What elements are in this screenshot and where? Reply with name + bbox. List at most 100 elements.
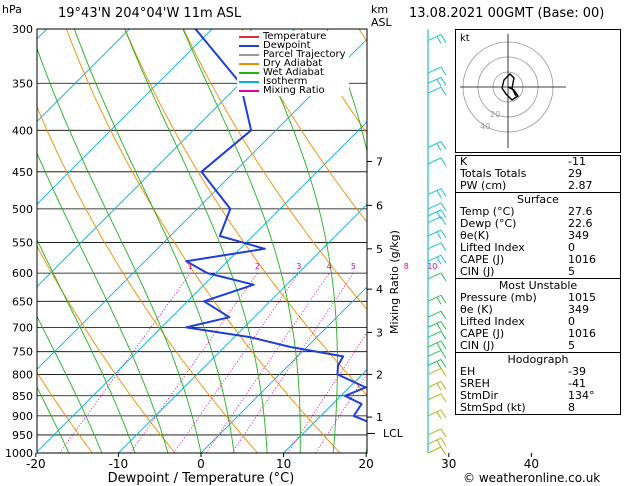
- wind-barb-flag: [440, 310, 447, 320]
- legend-entry: Dry Adiabat: [239, 59, 346, 69]
- mixing-ratio-label: 8: [404, 262, 409, 271]
- mixing-ratio-axis-label: Mixing Ratio (g/kg): [388, 230, 401, 334]
- hodograph_table-row: StmDir 134°: [456, 390, 620, 402]
- km-unit-label: km: [371, 3, 389, 16]
- wind-barb: [427, 272, 442, 280]
- hodograph_table-value: -41: [568, 377, 586, 390]
- hpa-unit-label: hPa: [2, 3, 22, 16]
- wind-barb-flag: [436, 342, 442, 351]
- pressure-tick-label: 400: [12, 124, 33, 137]
- wind-barb: [427, 359, 442, 366]
- pressure-tick-label: 800: [12, 368, 33, 381]
- isotherm: [37, 29, 130, 123]
- legend-label: Dewpoint: [263, 40, 311, 51]
- wind-barb: [427, 157, 442, 165]
- x-tick-label: 40: [524, 457, 539, 471]
- datetime-title: 13.08.2021 00GMT (Base: 00): [409, 6, 605, 21]
- hodograph_table-value: 8: [568, 401, 575, 414]
- wind-barb-flag: [436, 211, 442, 220]
- wind-barb-flag: [440, 229, 447, 239]
- km-tick-label: 2: [376, 368, 383, 381]
- km-tick-label: 5: [376, 243, 383, 256]
- surface-row: Lifted Index 0: [456, 242, 620, 254]
- most_unstable-value: 1016: [568, 327, 596, 340]
- wind-barb-flag: [440, 437, 447, 447]
- wind-barb-flag: [440, 381, 447, 390]
- mixing-ratio-line: [205, 272, 330, 453]
- wind-barb-flag: [436, 439, 442, 448]
- surface-value: 0: [568, 241, 575, 254]
- pressure-tick-label: 350: [12, 77, 33, 90]
- wind-barb-flag: [436, 256, 442, 265]
- most_unstable-label: CIN (J): [460, 339, 495, 352]
- pressure-tick-label: 500: [12, 203, 33, 216]
- surface-value: 5: [568, 265, 575, 278]
- hodograph_table-row: SREH -41: [456, 378, 620, 390]
- legend-swatch: [239, 35, 259, 38]
- axes: 3003504004505005506006507007508008509009…: [5, 23, 539, 471]
- wind-barb-flag: [436, 411, 442, 420]
- legend-label: Wet Adiabat: [263, 67, 324, 78]
- wind-barb: [427, 254, 442, 262]
- dry-adiabat: [241, 29, 367, 223]
- wind-barb-flag: [440, 188, 447, 197]
- indices-label: K: [460, 155, 468, 168]
- pressure-tick-label: 600: [12, 267, 33, 280]
- legend-label: Mixing Ratio: [263, 85, 325, 96]
- hodograph_table-label: StmSpd (kt): [460, 401, 526, 414]
- indices-value: -11: [568, 155, 586, 168]
- wind-barb-flag: [440, 141, 447, 150]
- pressure-tick-label: 900: [12, 410, 33, 423]
- wind-barb: [427, 437, 442, 445]
- hodograph_table-row: EH -39: [456, 366, 620, 378]
- wind-barb: [427, 229, 442, 237]
- wind-barb: [427, 216, 442, 224]
- indices-label: PW (cm): [460, 179, 507, 192]
- wind-barb-flag: [436, 143, 442, 151]
- legend-swatch: [239, 89, 259, 92]
- wind-barb-flag: [440, 409, 447, 419]
- dry-adiabat: [0, 29, 22, 470]
- indices-row: PW (cm) 2.87: [456, 180, 620, 192]
- legend-label: Parcel Trajectory: [263, 49, 346, 60]
- wind-barb: [427, 340, 442, 348]
- legend-entry: Isotherm: [239, 77, 346, 87]
- wet-adiabat: [37, 47, 202, 453]
- wind-barb: [427, 294, 442, 302]
- x-tick-label: 10: [276, 457, 291, 471]
- legend-label: Temperature: [263, 31, 327, 42]
- surface-value: 1016: [568, 253, 596, 266]
- indices-table: K -11 Totals Totals 29 PW (cm) 2.87 Surface T…: [455, 155, 621, 415]
- dry-adiabat: [124, 29, 367, 396]
- most_unstable-row: CAPE (J) 1016: [456, 328, 620, 340]
- wind-barb: [427, 367, 442, 375]
- wind-barb-flag: [436, 79, 442, 87]
- pressure-tick-label: 1000: [5, 447, 33, 460]
- surface-row: Dewp (°C) 22.6: [456, 218, 620, 230]
- pressure-tick-label: 450: [12, 166, 33, 179]
- surface-label: θe(K): [460, 229, 490, 242]
- wet-adiabat: [37, 151, 169, 453]
- wind-barb-flag: [440, 66, 447, 76]
- dry-adiabat: [183, 29, 367, 310]
- isotherm: [118, 203, 367, 453]
- surface-row: CAPE (J) 1016: [456, 254, 620, 266]
- legend-entry: Temperature: [239, 31, 346, 42]
- x-tick-label: 20: [359, 457, 374, 471]
- wind-barb: [427, 428, 442, 436]
- wind-barb-flag: [440, 428, 447, 438]
- wind-barb-flag: [440, 331, 447, 340]
- background-lines: [0, 29, 367, 470]
- mixing-ratio-label: 3: [296, 262, 301, 271]
- surface-row: CIN (J) 5: [456, 266, 620, 278]
- most_unstable-value: 1015: [568, 291, 596, 304]
- wind-barb-flag: [440, 393, 447, 403]
- wind-barb-flag: [440, 216, 447, 225]
- isotherm: [37, 29, 213, 205]
- pressure-tick-label: 650: [12, 295, 33, 308]
- km-tick-label: 1: [376, 411, 383, 424]
- x-tick-label: -20: [26, 457, 46, 471]
- x-tick-label: -10: [109, 457, 129, 471]
- most_unstable-label: Pressure (mb): [460, 291, 537, 304]
